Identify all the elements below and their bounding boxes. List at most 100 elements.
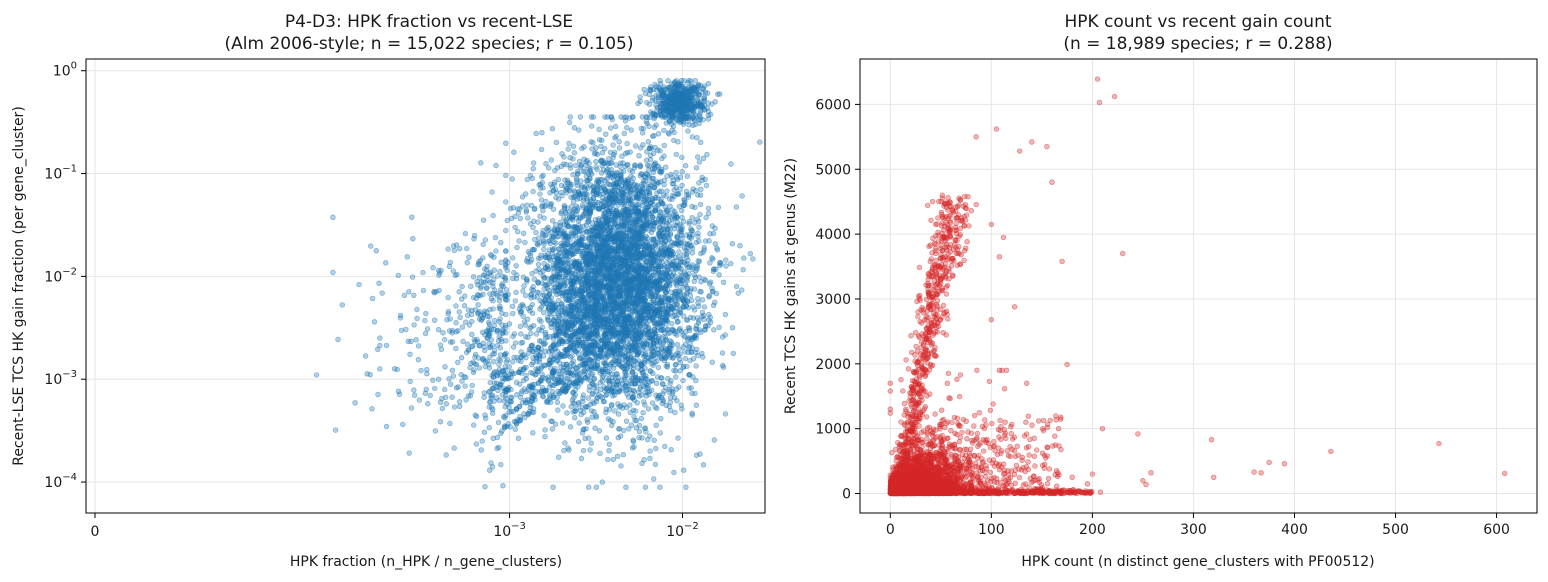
left-point (645, 139, 651, 145)
left-point (519, 203, 526, 209)
left-point (701, 304, 708, 310)
left-point (617, 160, 624, 166)
left-point (686, 327, 693, 334)
left-point (616, 184, 622, 191)
left-point (579, 281, 585, 288)
left-point (517, 323, 524, 330)
left-point (723, 257, 729, 263)
left-point (636, 428, 643, 435)
left-point (606, 441, 612, 447)
left-point (537, 213, 543, 219)
left-point (616, 139, 622, 145)
left-point (688, 243, 695, 249)
left-point (604, 274, 610, 281)
left-point (558, 189, 564, 196)
left-point (587, 244, 594, 251)
left-point (747, 251, 753, 257)
left-point (509, 215, 515, 222)
left-point (636, 435, 642, 441)
left-point (615, 202, 622, 208)
left-point (597, 450, 603, 457)
left-point (616, 239, 622, 245)
left-point (652, 220, 658, 226)
left-point (624, 140, 630, 147)
left-point (565, 235, 571, 241)
left-point (638, 171, 644, 177)
left-point (590, 390, 596, 397)
left-point (616, 426, 622, 432)
left-point (567, 114, 573, 120)
left-point (606, 244, 612, 251)
left-point (699, 350, 705, 357)
left-point (648, 229, 655, 236)
left-point (711, 437, 717, 443)
left-point (561, 228, 567, 234)
left-point (624, 263, 631, 269)
left-point (503, 172, 509, 179)
left-point (610, 456, 616, 463)
left-point (642, 389, 648, 396)
left-point (671, 367, 677, 374)
left-point (733, 283, 740, 290)
left-point (697, 201, 704, 208)
left-point (666, 341, 673, 347)
left-point (623, 484, 629, 490)
left-point (676, 249, 682, 255)
left-point (607, 269, 613, 275)
left-point (689, 250, 696, 256)
left-point (603, 205, 609, 211)
left-point (683, 262, 689, 268)
left-point (541, 292, 548, 298)
left-point (674, 214, 680, 220)
left-point (571, 150, 578, 156)
left-point (542, 300, 549, 306)
left-point (689, 215, 695, 221)
left-point (510, 255, 516, 261)
left-point (564, 410, 570, 416)
left-point (625, 176, 631, 182)
left-point (623, 404, 630, 411)
left-point (676, 326, 683, 332)
left-point (686, 345, 692, 351)
left-point (678, 207, 685, 214)
left-point (709, 288, 716, 295)
left-point (750, 256, 756, 262)
left-point (530, 166, 536, 172)
left-point (555, 407, 561, 413)
left-point (707, 279, 714, 285)
left-point (669, 174, 675, 180)
left-point (699, 174, 705, 181)
left-point (694, 135, 700, 141)
left-point (530, 160, 537, 166)
left-point (645, 382, 651, 389)
left-point (522, 239, 528, 246)
left-point (615, 389, 621, 395)
left-point (719, 350, 726, 356)
left-points (313, 77, 763, 490)
left-point (595, 178, 602, 185)
left-chart-title: P4-D3: HPK fraction vs recent-LSE (285, 12, 573, 32)
left-point (573, 275, 580, 281)
left-point (546, 291, 553, 297)
left-point (567, 162, 573, 168)
left-point (604, 175, 610, 182)
left-point (525, 306, 531, 312)
left-point (688, 297, 695, 303)
left-point (583, 403, 589, 410)
left-point (684, 317, 691, 323)
left-point (555, 176, 562, 183)
left-point (655, 350, 661, 356)
left-point (729, 241, 736, 247)
left-point (599, 374, 606, 380)
left-point (672, 362, 679, 368)
left-point (593, 220, 600, 227)
left-point (668, 378, 674, 384)
left-point (606, 448, 612, 454)
left-point (585, 395, 591, 401)
left-point (617, 346, 623, 352)
left-point (612, 149, 618, 156)
left-point (524, 278, 530, 285)
left-point (562, 275, 569, 282)
left-point (635, 290, 641, 296)
